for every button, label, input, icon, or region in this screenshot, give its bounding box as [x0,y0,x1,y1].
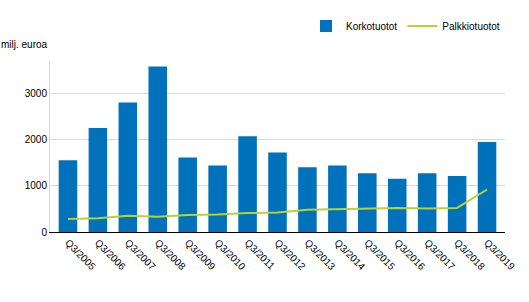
svg-text:3000: 3000 [25,88,48,99]
svg-text:Q3/2013: Q3/2013 [302,237,337,272]
svg-text:Q3/2009: Q3/2009 [183,237,218,272]
svg-text:Q3/2012: Q3/2012 [273,237,308,272]
svg-text:Q3/2014: Q3/2014 [332,237,367,272]
svg-text:Q3/2018: Q3/2018 [452,237,487,272]
svg-text:Q3/2015: Q3/2015 [362,237,397,272]
svg-text:0: 0 [41,227,47,238]
svg-text:Q3/2006: Q3/2006 [93,237,128,272]
svg-text:Q3/2008: Q3/2008 [153,237,188,272]
svg-text:Q3/2010: Q3/2010 [213,237,248,272]
svg-text:2000: 2000 [25,134,48,145]
svg-text:Q3/2011: Q3/2011 [243,237,278,272]
svg-text:Korkotuotot: Korkotuotot [346,21,397,32]
svg-text:milj. euroa: milj. euroa [1,39,48,50]
svg-text:Q3/2007: Q3/2007 [123,237,158,272]
svg-text:Palkkiotuotot: Palkkiotuotot [442,21,499,32]
svg-text:Q3/2017: Q3/2017 [422,237,457,272]
svg-text:Q3/2005: Q3/2005 [63,237,98,272]
svg-text:1000: 1000 [25,180,48,191]
svg-text:Q3/2016: Q3/2016 [392,237,427,272]
svg-text:Q3/2019: Q3/2019 [482,237,517,272]
